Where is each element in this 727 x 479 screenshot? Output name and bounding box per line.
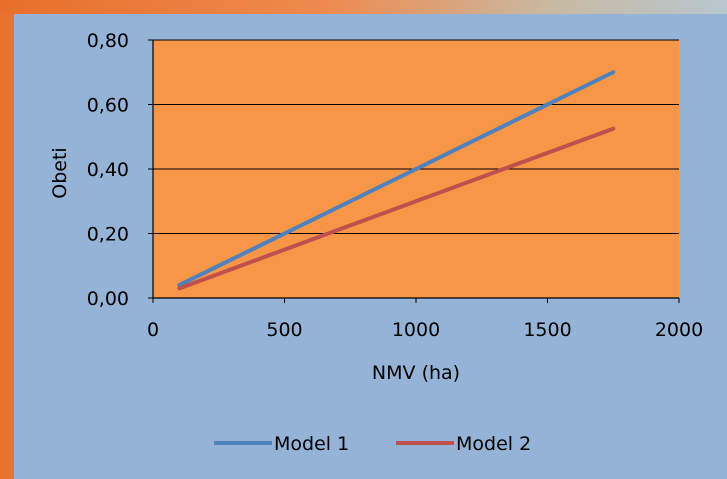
x-axis-ticks: 0 500 1000 1500 2000 <box>147 298 703 341</box>
legend-label-1: Model 1 <box>274 433 349 455</box>
y-tick-label: 0,60 <box>87 95 129 117</box>
x-tick-label: 1000 <box>392 319 440 341</box>
y-tick-label: 0,40 <box>87 159 129 181</box>
x-tick-label: 0 <box>147 319 159 341</box>
y-tick-label: 0,20 <box>87 224 129 246</box>
x-axis-title: NMV (ha) <box>372 362 460 384</box>
x-tick-label: 2000 <box>655 319 703 341</box>
x-tick-label: 1500 <box>523 319 571 341</box>
legend-label-2: Model 2 <box>456 433 531 455</box>
y-axis-title: Obeti <box>49 147 71 198</box>
series-lines <box>177 70 616 291</box>
y-tick-label: 0,00 <box>87 288 129 310</box>
legend: Model 1 Model 2 <box>214 433 531 455</box>
y-tick-label: 0,80 <box>87 30 129 52</box>
series-line-1 <box>177 70 616 288</box>
y-axis-ticks: 0,00 0,20 0,40 0,60 0,80 <box>87 30 153 310</box>
slide-top-strip <box>0 0 727 14</box>
series-line-2 <box>177 126 616 291</box>
x-tick-label: 500 <box>266 319 302 341</box>
